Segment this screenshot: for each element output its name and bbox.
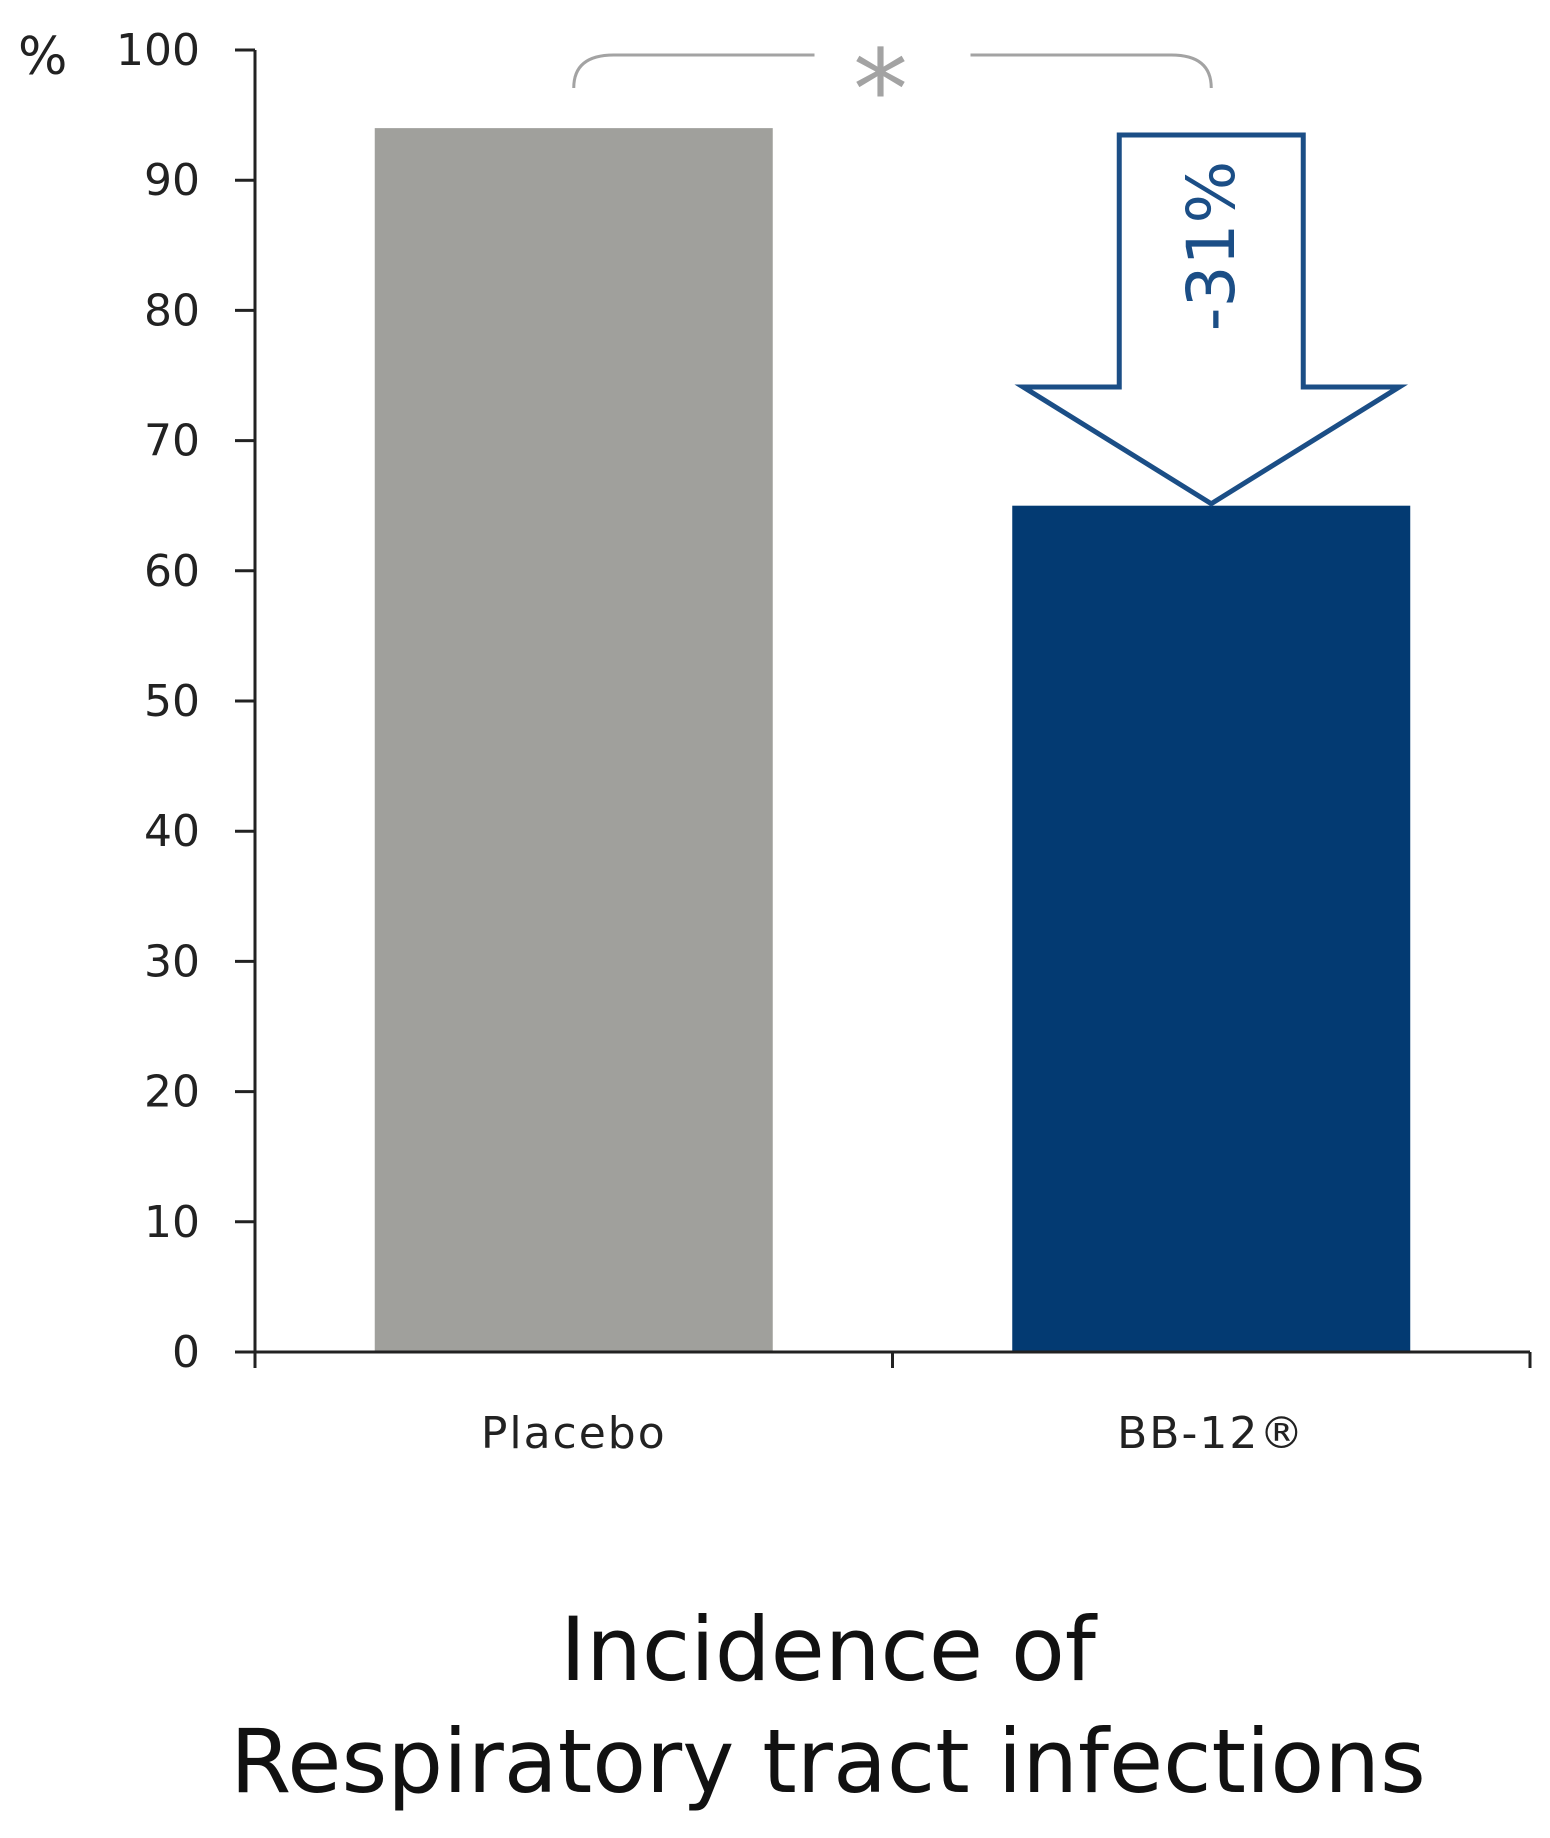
x-category-label: Placebo — [481, 1408, 667, 1459]
y-tick-label: 60 — [144, 546, 200, 597]
y-tick-label: 80 — [144, 285, 200, 336]
y-tick-label: 40 — [144, 806, 200, 857]
y-tick-label: 20 — [144, 1067, 200, 1118]
y-tick-label: 100 — [116, 25, 200, 76]
significance-bracket-left — [572, 53, 815, 89]
bar-bb-12 — [1012, 505, 1411, 1352]
y-tick-label: 0 — [172, 1327, 200, 1378]
y-axis-unit-label: % — [18, 27, 67, 87]
y-tick-label: 30 — [144, 936, 200, 987]
chart-title-line-1: Incidence of — [560, 1598, 1098, 1701]
significance-bracket-right — [970, 53, 1213, 89]
y-tick-label: 90 — [144, 155, 200, 206]
bar-placebo — [374, 128, 773, 1352]
y-tick-label: 10 — [144, 1197, 200, 1248]
x-category-label: BB-12® — [1117, 1408, 1305, 1459]
y-tick-label: 50 — [144, 676, 200, 727]
chart-title-line-2: Respiratory tract infections — [230, 1710, 1426, 1813]
reduction-arrow — [1014, 132, 1409, 507]
significance-marker: * — [853, 26, 908, 154]
y-tick-label: 70 — [144, 416, 200, 467]
reduction-label: -31% — [1173, 161, 1250, 332]
